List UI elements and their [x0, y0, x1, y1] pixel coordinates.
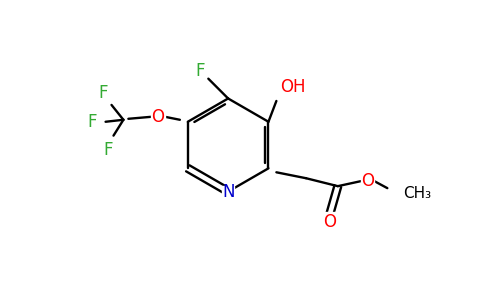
Text: F: F	[196, 62, 205, 80]
Text: O: O	[361, 172, 374, 190]
Text: O: O	[323, 213, 336, 231]
Text: F: F	[87, 113, 96, 131]
Text: CH₃: CH₃	[403, 186, 431, 201]
Text: OH: OH	[280, 78, 306, 96]
Bar	[282, 81, 304, 94]
Bar	[151, 110, 165, 123]
Bar	[361, 175, 375, 188]
Text: F: F	[104, 142, 113, 160]
Bar	[323, 212, 337, 226]
Bar	[222, 186, 234, 198]
Text: O: O	[151, 108, 165, 126]
Bar	[195, 64, 206, 77]
Text: N: N	[222, 183, 234, 201]
Text: F: F	[99, 84, 108, 102]
